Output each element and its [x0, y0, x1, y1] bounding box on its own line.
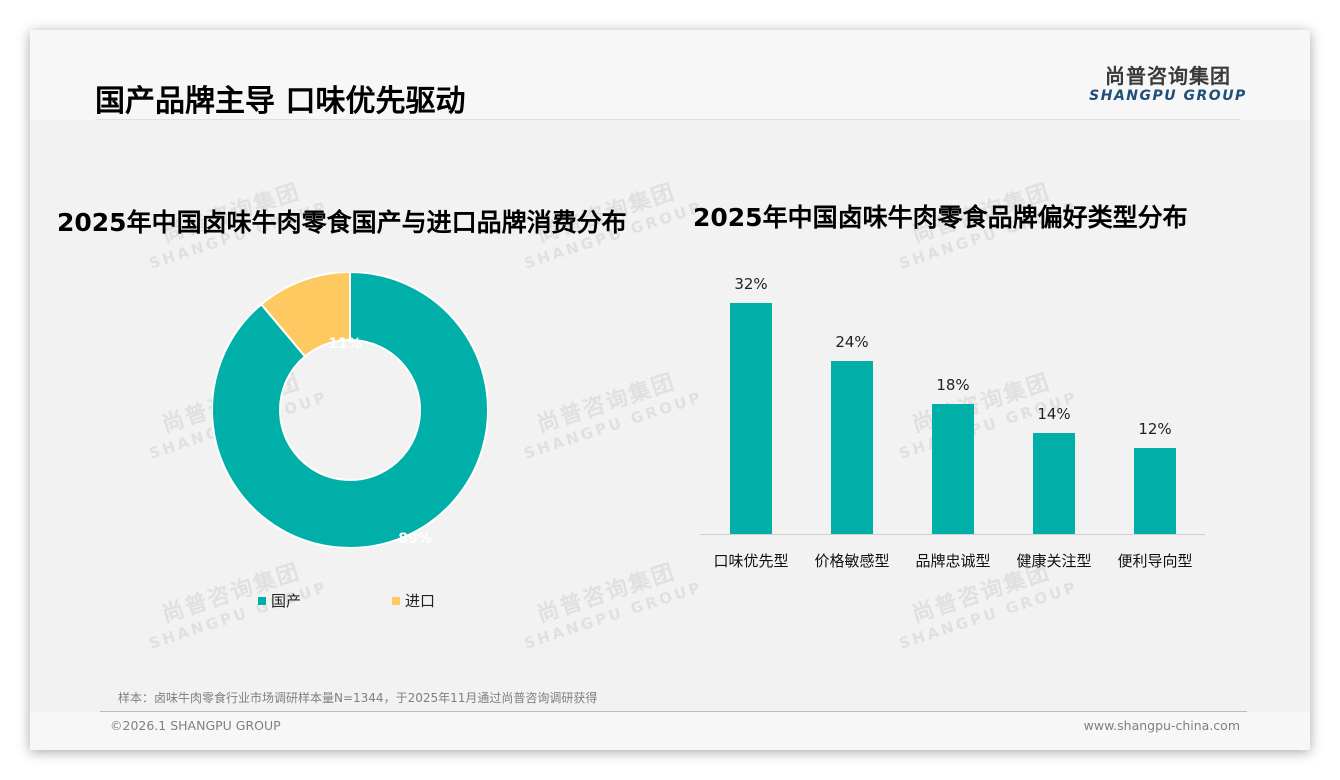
donut-label-domestic: 89% — [398, 531, 432, 547]
bar-convenience — [1134, 448, 1176, 534]
bar-category: 品牌忠诚型 — [915, 552, 991, 570]
legend-label: 国产 — [271, 592, 302, 610]
logo-cn: 尚普咨询集团 — [1105, 64, 1231, 88]
bar-brand-loyal — [932, 404, 974, 534]
header-divider — [95, 119, 1240, 120]
donut-svg — [211, 270, 490, 549]
bar-health-focused — [1033, 433, 1075, 534]
website-link[interactable]: www.shangpu-china.com — [1083, 718, 1240, 733]
donut-slice-imported — [259, 270, 351, 358]
page-title: 国产品牌主导 口味优先驱动 — [95, 84, 466, 119]
legend-item-domestic: 国产 — [258, 590, 301, 611]
donut-slice-domestic — [211, 270, 490, 549]
donut-chart: 89% 11% — [211, 270, 490, 549]
company-logo: 尚普咨询集团 SHANGPU GROUP — [1088, 64, 1248, 104]
bar-value: 24% — [835, 333, 869, 351]
bar-value: 14% — [1037, 405, 1071, 423]
bar-category: 健康关注型 — [1016, 552, 1092, 570]
footer-band — [30, 712, 1310, 750]
bar-price-sensitive — [831, 361, 873, 534]
legend-label: 进口 — [405, 592, 436, 610]
bar-chart-title: 2025年中国卤味牛肉零食品牌偏好类型分布 — [693, 203, 1188, 232]
donut-label-imported: 11% — [328, 336, 362, 352]
slide: 尚普咨询集团 SHANGPU GROUP 尚普咨询集团 SHANGPU GROUP … — [30, 30, 1310, 750]
bar-category: 价格敏感型 — [814, 552, 890, 570]
legend-item-imported: 进口 — [392, 590, 435, 611]
bar-value: 32% — [734, 275, 768, 293]
bar-category: 口味优先型 — [713, 552, 789, 570]
legend-swatch-teal — [258, 596, 266, 605]
bar-taste-first — [730, 303, 772, 534]
header-band — [30, 30, 1310, 120]
copyright: ©2026.1 SHANGPU GROUP — [110, 718, 281, 733]
sample-note: 样本：卤味牛肉零食行业市场调研样本量N=1344，于2025年11月通过尚普咨询… — [118, 691, 598, 705]
logo-en: SHANGPU GROUP — [1089, 88, 1247, 104]
bar-value: 18% — [936, 376, 970, 394]
legend-swatch-yellow — [392, 596, 400, 605]
donut-chart-title: 2025年中国卤味牛肉零食国产与进口品牌消费分布 — [57, 208, 627, 237]
x-axis — [700, 534, 1205, 535]
bar-category: 便利导向型 — [1117, 552, 1193, 570]
footer-divider — [100, 711, 1247, 712]
bar-value: 12% — [1138, 420, 1172, 438]
